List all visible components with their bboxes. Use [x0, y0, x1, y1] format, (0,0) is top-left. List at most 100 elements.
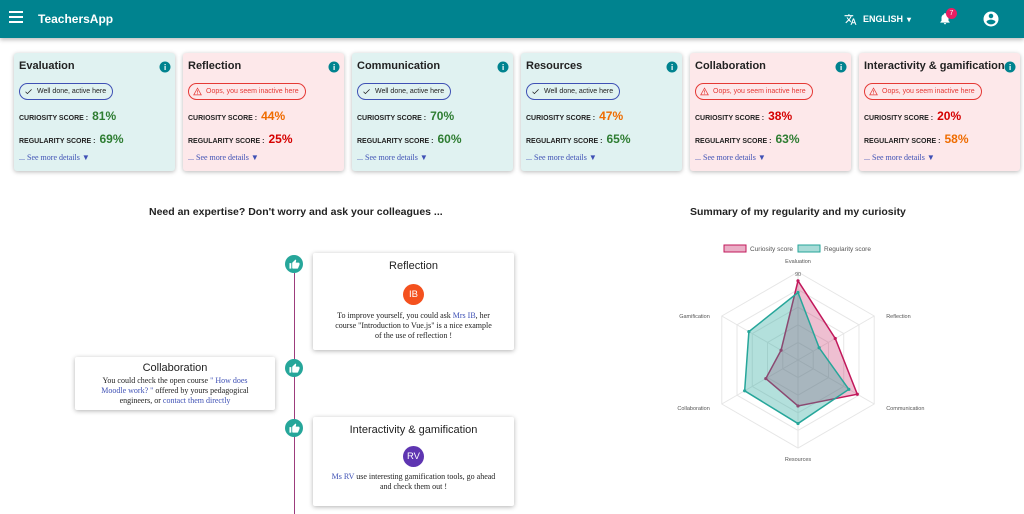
app-title: TeachersApp [38, 12, 114, 26]
info-icon[interactable] [1004, 60, 1016, 78]
status-badge: Well done, active here [19, 83, 114, 100]
regularity-score: 65% [606, 132, 631, 146]
app-bar: TeachersApp ENGLISH ▾ 7 [0, 0, 1024, 38]
curiosity-score: 20% [937, 109, 962, 123]
thumb-up-icon [285, 255, 303, 273]
see-more-link[interactable]: ... See more details ▼ [188, 153, 259, 162]
suggestion-card-collaboration: Collaboration You could check the open c… [75, 357, 275, 410]
notification-badge: 7 [946, 8, 957, 19]
triangle-down-icon: ▼ [81, 153, 90, 162]
avatar[interactable]: RV [403, 446, 424, 467]
check-icon [363, 89, 370, 95]
suggestion-title: Interactivity & gamification [349, 424, 478, 436]
curiosity-label: CURIOSITY SCORE : [357, 115, 427, 122]
curiosity-label: CURIOSITY SCORE : [526, 115, 596, 122]
see-more-text: ... See more details [357, 153, 418, 162]
radar-spoke [797, 359, 875, 405]
score-card-reflection: Reflection Oops, you seem inactive here CU… [183, 53, 344, 171]
status-text: Oops, you seem inactive here [713, 88, 806, 95]
curiosity-score: 81% [92, 109, 117, 123]
triangle-down-icon: ▼ [250, 153, 259, 162]
see-more-link[interactable]: ... See more details ▼ [357, 153, 428, 162]
legend-swatch[interactable] [797, 244, 821, 253]
regularity-label: REGULARITY SCORE : [357, 138, 434, 145]
status-text: Well done, active here [37, 88, 107, 95]
radar-point [764, 376, 768, 381]
curiosity-label: CURIOSITY SCORE : [695, 115, 765, 122]
contact-link[interactable]: contact them directly [162, 396, 231, 405]
legend-label[interactable]: Regularity score [824, 246, 871, 253]
timeline-line [294, 273, 295, 514]
triangle-down-icon: ▼ [419, 153, 428, 162]
radar-point [743, 389, 747, 393]
language-selector[interactable]: ENGLISH ▾ [844, 11, 911, 27]
score-card-resources: Resources Well done, active here CURIOSITY… [521, 53, 682, 171]
account-button[interactable] [982, 10, 1000, 33]
regularity-label: REGULARITY SCORE : [864, 138, 941, 145]
suggestion-card-gamification: Interactivity & gamification RV Ms RV us… [313, 417, 514, 506]
card-title: Resources [526, 60, 583, 72]
check-icon [25, 89, 32, 95]
see-more-link[interactable]: ... See more details ▼ [695, 153, 766, 162]
status-badge: Well done, active here [357, 83, 452, 100]
language-label: ENGLISH [863, 14, 904, 24]
regularity-score: 60% [437, 132, 462, 146]
see-more-text: ... See more details [19, 153, 80, 162]
see-more-text: ... See more details [695, 153, 756, 162]
info-icon[interactable] [159, 60, 171, 78]
score-card-evaluation: Evaluation Well done, active here CURIOSIT… [14, 53, 175, 171]
card-title: Interactivity & gamification [864, 60, 1005, 72]
info-icon[interactable] [666, 60, 678, 78]
radar-tick-label: 90 [795, 272, 801, 278]
radar-point [796, 404, 800, 408]
radar-point [796, 421, 800, 426]
radar-point [847, 387, 851, 391]
legend-swatch[interactable] [723, 244, 747, 253]
legend-label[interactable]: Curiosity score [750, 246, 793, 253]
colleague-link[interactable]: Ms RV [331, 472, 355, 481]
curiosity-score: 70% [430, 109, 455, 123]
radar-category-label: Evaluation [785, 259, 811, 265]
radar-category-label: Collaboration [677, 406, 709, 412]
suggestion-title: Reflection [389, 260, 438, 272]
regularity-label: REGULARITY SCORE : [695, 138, 772, 145]
see-more-link[interactable]: ... See more details ▼ [19, 153, 90, 162]
info-icon[interactable] [497, 60, 509, 78]
colleague-link[interactable]: Mrs IB [452, 311, 476, 320]
radar-point [747, 330, 751, 334]
thumb-up-icon [285, 419, 303, 437]
score-card-communication: Communication Well done, active here CURIO… [352, 53, 513, 171]
check-icon [532, 89, 539, 95]
menu-icon[interactable] [9, 11, 23, 25]
status-badge: Oops, you seem inactive here [695, 83, 813, 100]
curiosity-label: CURIOSITY SCORE : [19, 115, 89, 122]
colleagues-title: Need an expertise? Don't worry and ask y… [149, 206, 443, 218]
card-title: Evaluation [19, 60, 75, 72]
see-more-link[interactable]: ... See more details ▼ [864, 153, 935, 162]
radar-point [817, 346, 821, 350]
info-icon[interactable] [328, 60, 340, 78]
see-more-text: ... See more details [864, 153, 925, 162]
regularity-score: 58% [944, 132, 969, 146]
curiosity-score: 44% [261, 109, 286, 123]
summary-title: Summary of my regularity and my curiosit… [690, 206, 906, 218]
regularity-label: REGULARITY SCORE : [526, 138, 603, 145]
course-link[interactable]: " How does Moodle work? " [101, 376, 248, 395]
see-more-link[interactable]: ... See more details ▼ [526, 153, 597, 162]
status-badge: Oops, you seem inactive here [188, 83, 306, 100]
chevron-down-icon: ▾ [907, 14, 912, 24]
thumb-up-icon [285, 359, 303, 377]
curiosity-score: 38% [768, 109, 793, 123]
status-badge: Well done, active here [526, 83, 621, 100]
status-text: Well done, active here [375, 88, 445, 95]
radar-category-label: Communication [886, 406, 924, 412]
radar-spoke [721, 315, 799, 361]
score-card-collaboration: Collaboration Oops, you seem inactive her… [690, 53, 851, 171]
see-more-text: ... See more details [188, 153, 249, 162]
translate-icon [844, 13, 857, 25]
radar-point [779, 348, 783, 352]
regularity-score: 63% [775, 132, 800, 146]
avatar[interactable]: IB [403, 284, 424, 305]
radar-spoke [721, 359, 799, 405]
info-icon[interactable] [835, 60, 847, 78]
